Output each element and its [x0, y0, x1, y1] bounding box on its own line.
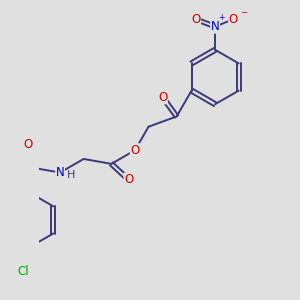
- Text: O: O: [158, 91, 167, 104]
- Text: H: H: [67, 170, 76, 180]
- Text: O: O: [191, 13, 200, 26]
- Text: +: +: [219, 13, 225, 22]
- Text: N: N: [211, 20, 220, 33]
- Text: O: O: [229, 13, 238, 26]
- Text: O: O: [130, 144, 140, 157]
- Text: −: −: [241, 8, 248, 17]
- Text: Cl: Cl: [18, 265, 29, 278]
- Text: O: O: [124, 173, 133, 186]
- Text: N: N: [56, 166, 64, 179]
- Text: O: O: [23, 138, 33, 152]
